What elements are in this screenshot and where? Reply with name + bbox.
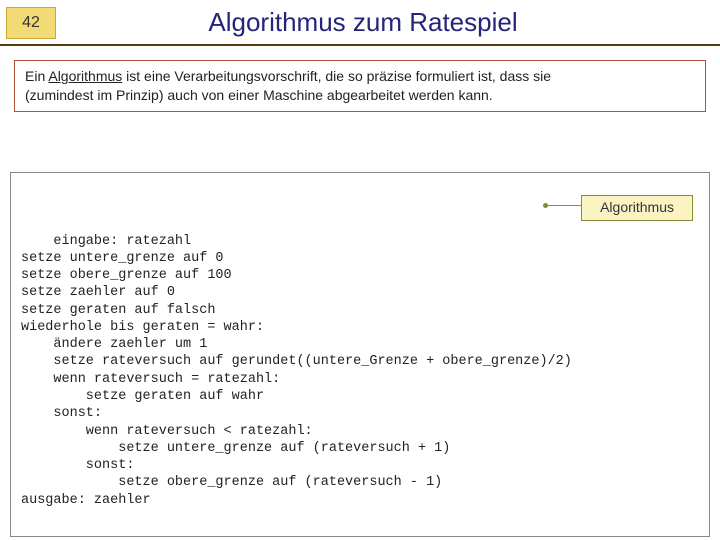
definition-line2: (zumindest im Prinzip) auch von einer Ma… xyxy=(25,87,493,103)
definition-box: Ein Algorithmus ist eine Verarbeitungsvo… xyxy=(14,60,706,112)
pseudocode-text: eingabe: ratezahl setze untere_grenze au… xyxy=(21,234,572,508)
page-number: 42 xyxy=(22,14,40,32)
label-connector xyxy=(547,205,583,206)
slide: 42 Algorithmus zum Ratespiel Ein Algorit… xyxy=(0,0,720,540)
pseudocode-box: Algorithmus eingabe: ratezahl setze unte… xyxy=(10,172,710,537)
algorithm-label: Algorithmus xyxy=(581,195,693,221)
definition-prefix: Ein xyxy=(25,68,48,84)
definition-term: Algorithmus xyxy=(48,68,122,84)
header: 42 Algorithmus zum Ratespiel xyxy=(0,0,720,46)
slide-title: Algorithmus zum Ratespiel xyxy=(56,7,720,38)
definition-suffix: ist eine Verarbeitungsvorschrift, die so… xyxy=(122,68,551,84)
page-number-badge: 42 xyxy=(6,7,56,39)
